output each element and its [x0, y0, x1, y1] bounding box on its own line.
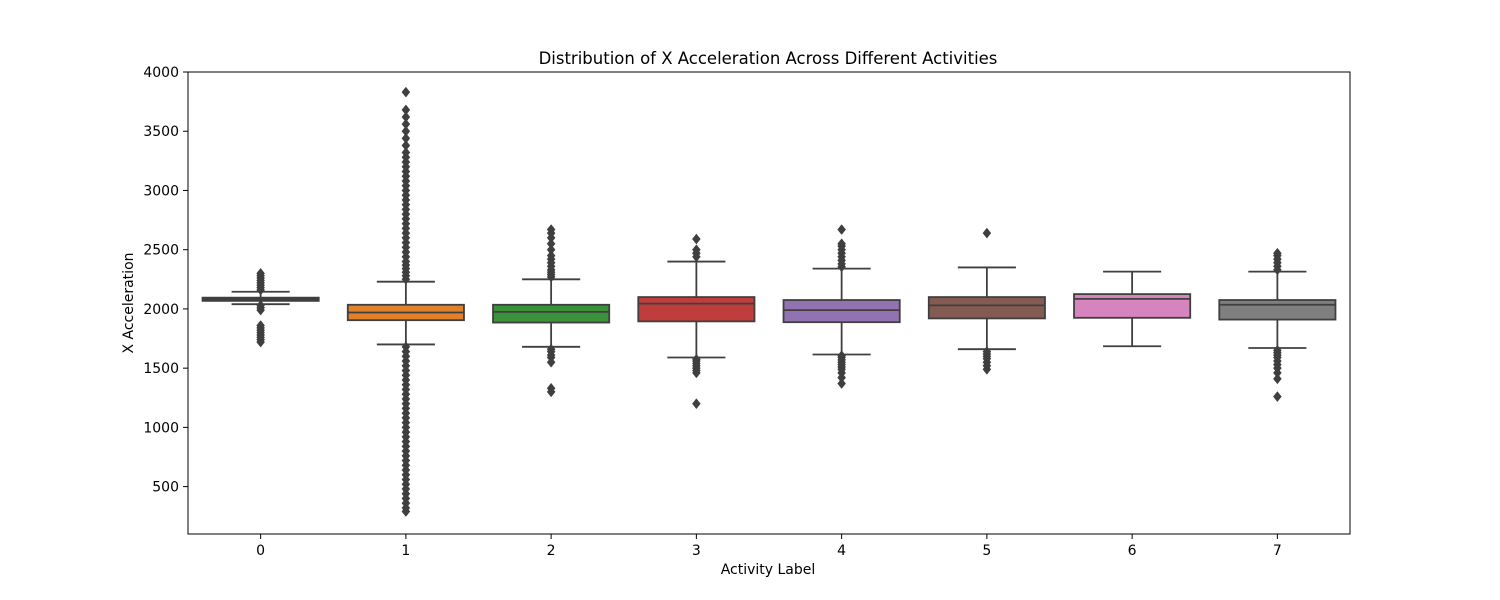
- x-tick-label: 5: [982, 543, 991, 559]
- box-group-1: [346, 86, 465, 517]
- outlier-point: [692, 398, 701, 410]
- x-tick-label: 6: [1128, 543, 1137, 559]
- outlier-point: [692, 244, 701, 256]
- outlier-point: [401, 118, 411, 130]
- y-tick-label: 500: [152, 480, 179, 496]
- outlier-point: [837, 350, 846, 362]
- outlier-point: [982, 346, 992, 357]
- outlier-point: [401, 341, 411, 353]
- plot-area: [201, 86, 1337, 517]
- outlier-point: [401, 140, 411, 151]
- outlier-point: [401, 132, 411, 144]
- outlier-point: [1273, 391, 1282, 402]
- outlier-point: [692, 233, 701, 245]
- box-iqr: [782, 299, 901, 324]
- outlier-point: [837, 378, 846, 389]
- plot-frame: [187, 71, 1351, 535]
- box-group-3: [637, 233, 756, 410]
- x-tick-label: 4: [837, 543, 846, 559]
- x-tick-label: 1: [401, 543, 410, 559]
- box-iqr: [1073, 293, 1192, 319]
- outlier-point: [546, 382, 556, 394]
- y-tick-label: 2500: [143, 243, 179, 259]
- y-tick-label: 1000: [143, 420, 179, 436]
- y-tick-label: 1500: [143, 361, 179, 377]
- outlier-point: [401, 104, 411, 116]
- box-group-6: [1073, 270, 1192, 348]
- outlier-point: [401, 125, 411, 137]
- y-tick-label: 2000: [143, 302, 179, 318]
- y-tick-label: 4000: [143, 65, 179, 81]
- outlier-point: [256, 320, 265, 331]
- chart-title: Distribution of X Acceleration Across Di…: [539, 49, 998, 68]
- outlier-point: [692, 353, 701, 365]
- outlier-point: [401, 111, 411, 123]
- box-iqr: [927, 296, 1046, 320]
- outlier-point: [546, 238, 556, 250]
- outlier-point: [1273, 344, 1282, 356]
- box-group-5: [927, 227, 1046, 375]
- outlier-point: [401, 86, 411, 98]
- y-axis-title: X Acceleration: [121, 252, 137, 353]
- x-tick-label: 3: [692, 543, 701, 559]
- y-tick-label: 3500: [143, 124, 179, 140]
- outlier-point: [1273, 247, 1282, 259]
- x-tick-label: 2: [547, 543, 556, 559]
- outlier-point: [401, 147, 411, 158]
- outlier-point: [546, 244, 556, 256]
- outlier-point: [546, 250, 556, 262]
- outlier-point: [546, 343, 556, 355]
- box-group-2: [492, 224, 611, 398]
- box-group-4: [782, 224, 901, 389]
- outlier-point: [837, 238, 846, 250]
- y-tick-label: 3000: [143, 183, 179, 199]
- outlier-point: [256, 299, 265, 311]
- x-tick-label: 0: [256, 543, 265, 559]
- box-iqr: [492, 303, 611, 324]
- box-group-0: [201, 267, 320, 348]
- outlier-point: [837, 224, 846, 235]
- outlier-point: [546, 224, 556, 235]
- outlier-point: [1273, 373, 1282, 385]
- x-tick-label: 7: [1273, 543, 1282, 559]
- outlier-point: [256, 267, 265, 279]
- box-group-7: [1218, 247, 1337, 402]
- outlier-point: [982, 227, 992, 239]
- box-iqr: [637, 296, 756, 323]
- box-iqr: [1218, 299, 1337, 321]
- x-axis-title: Activity Label: [721, 562, 816, 578]
